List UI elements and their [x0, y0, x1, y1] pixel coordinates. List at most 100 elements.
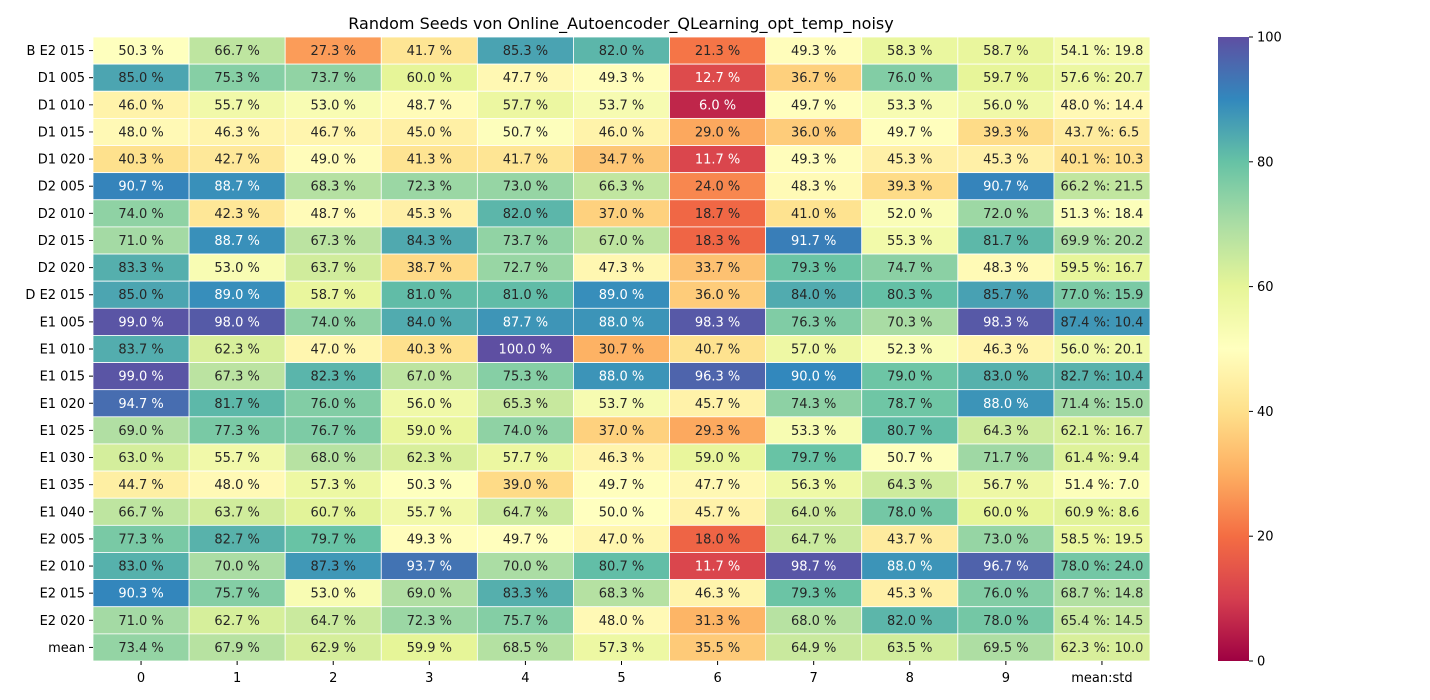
cell-label: 81.0 %: [503, 288, 548, 303]
cell-label: 68.0 %: [311, 451, 356, 466]
row-label: E1 040: [40, 505, 85, 520]
cell-label: 65.4 %: 14.5: [1061, 614, 1144, 629]
cell-label: 71.0 %: [118, 614, 163, 629]
heatmap-cell: [765, 335, 863, 363]
cell-label: 39.3 %: [887, 180, 932, 195]
cell-label: 50.7 %: [503, 125, 548, 140]
cell-label: 41.3 %: [407, 153, 452, 168]
cell-label: 81.0 %: [407, 288, 452, 303]
cell-label: 53.7 %: [599, 98, 644, 113]
cell-label: 53.7 %: [599, 397, 644, 412]
heatmap-cell: [861, 416, 959, 445]
heatmap-cell: [476, 145, 574, 174]
cell-label: 70.3 %: [887, 315, 932, 330]
cell-label: 91.7 %: [791, 234, 836, 249]
cell-label: 78.7 %: [887, 397, 932, 412]
heatmap-cell: [92, 470, 190, 499]
cell-label: 88.0 %: [887, 560, 932, 575]
cell-label: 85.0 %: [118, 71, 163, 86]
cell-label: 82.3 %: [311, 370, 356, 385]
heatmap-cell: [861, 145, 959, 174]
cell-label: 49.7 %: [599, 478, 644, 493]
cell-label: 74.7 %: [887, 261, 932, 276]
cell-label: 57.7 %: [503, 451, 548, 466]
heatmap-cell: [765, 226, 863, 255]
cell-label: 33.7 %: [695, 261, 740, 276]
heatmap-cell: [188, 579, 286, 608]
row-label: D2 020: [38, 261, 85, 276]
cell-label: 62.1 %: 16.7: [1061, 424, 1144, 439]
heatmap-cell: [957, 579, 1055, 608]
cell-label: 88.0 %: [983, 397, 1028, 412]
heatmap-cell: [92, 36, 190, 65]
heatmap-cell: [476, 226, 574, 255]
heatmap-cell: [957, 253, 1055, 282]
cell-label: 64.0 %: [791, 505, 836, 520]
cell-label: 79.3 %: [791, 587, 836, 602]
cell-label: 90.7 %: [983, 180, 1028, 195]
cell-label: 56.0 %: [407, 397, 452, 412]
cell-label: 96.3 %: [695, 370, 740, 385]
cell-label: 53.3 %: [791, 424, 836, 439]
cell-label: 50.3 %: [118, 44, 163, 59]
column-label: 4: [521, 671, 529, 686]
cell-label: 77.3 %: [118, 532, 163, 547]
row-label: E1 010: [40, 343, 85, 358]
row-label: E2 020: [40, 614, 85, 629]
cell-label: 47.7 %: [503, 71, 548, 86]
heatmap-cell: [957, 362, 1055, 391]
cell-label: 68.3 %: [599, 587, 644, 602]
cell-label: 100.0 %: [499, 343, 553, 358]
cell-label: 82.7 %: [214, 532, 259, 547]
cell-label: 70.0 %: [503, 560, 548, 575]
heatmap-cell: [957, 36, 1055, 65]
heatmap-cell: [380, 117, 478, 146]
heatmap-cell: [861, 552, 959, 581]
heatmap-cell: [476, 335, 574, 363]
heatmap-cell: [1053, 63, 1151, 92]
heatmap-cell: [861, 524, 959, 553]
row-label: D1 010: [38, 98, 85, 113]
column-label: 6: [713, 671, 721, 686]
heatmap-cell: [1053, 226, 1151, 255]
heatmap-cell: [284, 63, 382, 92]
cell-label: 50.3 %: [407, 478, 452, 493]
heatmap-cell: [669, 497, 767, 526]
cell-label: 62.3 %: 10.0: [1061, 641, 1144, 656]
cell-label: 43.7 %: 6.5: [1065, 125, 1140, 140]
cell-label: 58.7 %: [983, 44, 1028, 59]
cell-label: 46.0 %: [118, 98, 163, 113]
cell-label: 47.0 %: [599, 532, 644, 547]
cell-label: 57.0 %: [791, 343, 836, 358]
heatmap-cell: [957, 552, 1055, 581]
cell-label: 45.3 %: [887, 153, 932, 168]
cell-label: 68.5 %: [503, 641, 548, 656]
heatmap-cell: [476, 90, 574, 119]
heatmap-cell: [765, 199, 863, 228]
cell-label: 78.0 %: [983, 614, 1028, 629]
heatmap-cell: [188, 226, 286, 255]
heatmap-cell: [92, 172, 190, 201]
heatmap-cell: [861, 606, 959, 635]
heatmap-cell: [92, 199, 190, 228]
cell-label: 42.3 %: [214, 207, 259, 222]
cell-label: 46.3 %: [599, 451, 644, 466]
heatmap-cell: [1053, 36, 1151, 65]
heatmap-cell: [765, 280, 863, 309]
cell-label: 46.3 %: [214, 125, 259, 140]
cell-label: 76.0 %: [887, 71, 932, 86]
heatmap-cell: [380, 199, 478, 228]
heatmap-cell: [380, 226, 478, 255]
cell-label: 68.0 %: [791, 614, 836, 629]
cell-label: 58.5 %: 19.5: [1061, 532, 1144, 547]
cell-label: 63.7 %: [311, 261, 356, 276]
heatmap-cell: [573, 36, 670, 65]
heatmap-cell: [284, 552, 382, 581]
cell-label: 77.0 %: 15.9: [1061, 288, 1144, 303]
cell-label: 47.0 %: [311, 343, 356, 358]
cell-label: 80.7 %: [887, 424, 932, 439]
colorbar-gradient: [1218, 37, 1249, 661]
heatmap-cell: [284, 633, 382, 662]
heatmap-cell: [861, 389, 959, 418]
cell-label: 88.7 %: [214, 180, 259, 195]
